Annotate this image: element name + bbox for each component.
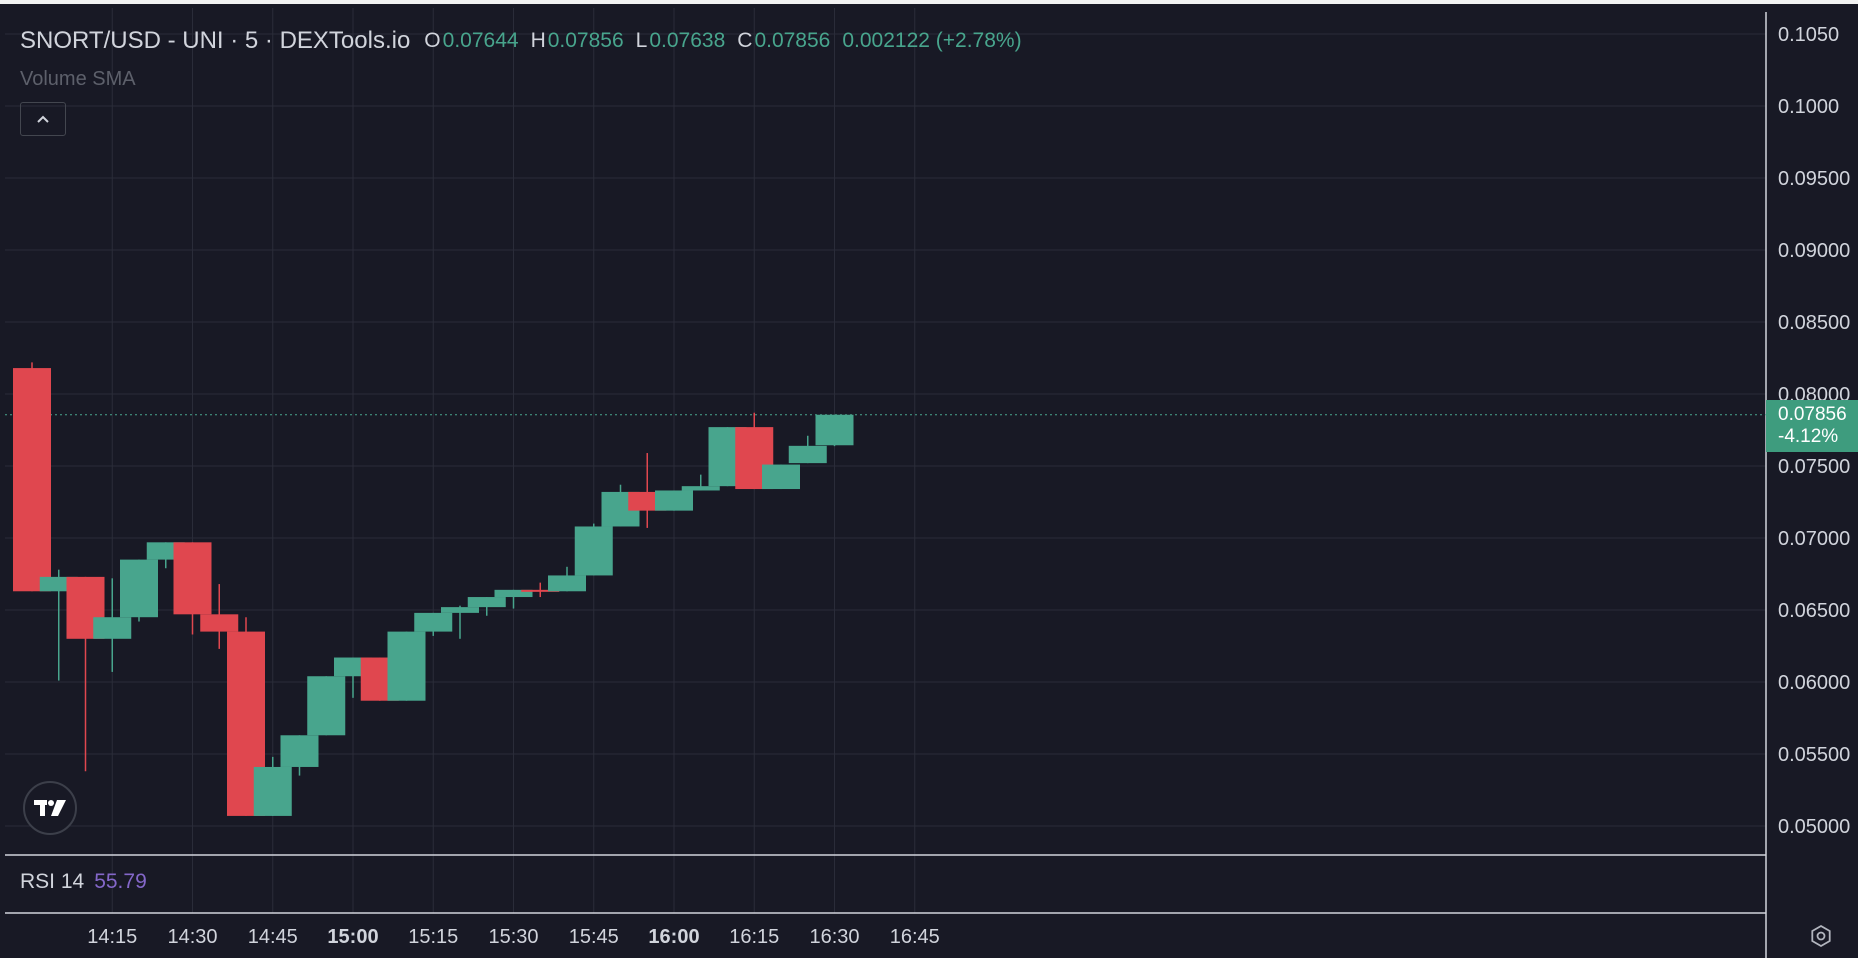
candle-body[interactable]	[494, 589, 533, 598]
candle-body[interactable]	[574, 526, 613, 576]
high-key: H	[530, 29, 546, 52]
rsi-value: 55.79	[94, 870, 147, 893]
rsi-name: RSI 14	[20, 870, 85, 893]
time-axis-label: 14:15	[87, 926, 137, 948]
symbol-title[interactable]: SNORT/USD - UNI · 5 · DEXTools.io	[20, 27, 411, 54]
open-key: O	[424, 29, 441, 52]
candle-body[interactable]	[762, 464, 800, 490]
time-axis-label: 15:00	[327, 926, 378, 948]
time-axis-label: 15:15	[408, 926, 458, 948]
candle-body[interactable]	[280, 735, 319, 767]
candle-body[interactable]	[307, 676, 346, 736]
time-axis-label: 16:45	[890, 926, 940, 948]
price-axis-label: 0.05500	[1778, 744, 1850, 766]
high-value: 0.07856	[547, 29, 624, 52]
price-axis-label: 0.07500	[1778, 456, 1850, 478]
candle-body[interactable]	[93, 617, 132, 639]
candle-body[interactable]	[414, 612, 453, 632]
price-axis-label: 0.08500	[1778, 312, 1850, 334]
close-key: C	[737, 29, 753, 52]
open-value: 0.07644	[442, 29, 519, 52]
chevron-up-icon	[37, 115, 49, 123]
tradingview-logo-icon[interactable]	[23, 781, 77, 835]
candle-body[interactable]	[120, 559, 158, 618]
price-axis-label: 0.1050	[1778, 24, 1839, 46]
candle-body[interactable]	[655, 490, 693, 511]
close-value: 0.07856	[754, 29, 831, 52]
last-price-tag: 0.07856 -4.12%	[1766, 400, 1858, 452]
last-price-percent: -4.12%	[1778, 426, 1839, 447]
candle-body[interactable]	[788, 445, 827, 464]
collapse-legend-button[interactable]	[20, 102, 66, 136]
time-axis-label: 15:30	[488, 926, 538, 948]
candle-body[interactable]	[200, 614, 239, 632]
time-axis-label: 16:00	[648, 926, 699, 948]
candle-body[interactable]	[13, 368, 51, 592]
time-axis-label: 15:45	[569, 926, 619, 948]
chart-settings-button[interactable]	[1807, 922, 1835, 950]
price-axis-label: 0.06500	[1778, 600, 1850, 622]
ohlc-legend: SNORT/USD - UNI · 5 · DEXTools.io O 0.07…	[20, 24, 1022, 58]
rsi-legend[interactable]: RSI 14 55.79	[20, 870, 147, 894]
candle-body[interactable]	[681, 486, 720, 491]
price-axis-label: 0.09000	[1778, 240, 1850, 262]
candle-body[interactable]	[521, 589, 560, 592]
volume-sma-label[interactable]: Volume SMA	[20, 68, 136, 90]
candle-body[interactable]	[815, 414, 854, 446]
candle-body[interactable]	[253, 766, 292, 816]
last-price-value: 0.07856	[1778, 404, 1847, 425]
price-axis-label: 0.07000	[1778, 528, 1850, 550]
price-axis-label: 0.05000	[1778, 816, 1850, 838]
time-axis-label: 16:15	[729, 926, 779, 948]
time-axis-label: 16:30	[809, 926, 859, 948]
gear-icon	[1811, 924, 1831, 948]
price-axis-label: 0.1000	[1778, 96, 1839, 118]
candle-body[interactable]	[173, 542, 212, 615]
low-value: 0.07638	[649, 29, 726, 52]
price-axis-label: 0.09500	[1778, 168, 1850, 190]
candle-body[interactable]	[467, 597, 506, 608]
candle-body[interactable]	[441, 607, 479, 613]
candle-body[interactable]	[387, 631, 426, 701]
time-axis-label: 14:30	[167, 926, 217, 948]
candle-body[interactable]	[548, 575, 586, 592]
price-axis-label: 0.06000	[1778, 672, 1850, 694]
window-top-border	[0, 0, 1858, 4]
low-key: L	[635, 29, 648, 52]
time-axis-label: 14:45	[248, 926, 298, 948]
change-value: 0.002122 (+2.78%)	[842, 29, 1022, 52]
